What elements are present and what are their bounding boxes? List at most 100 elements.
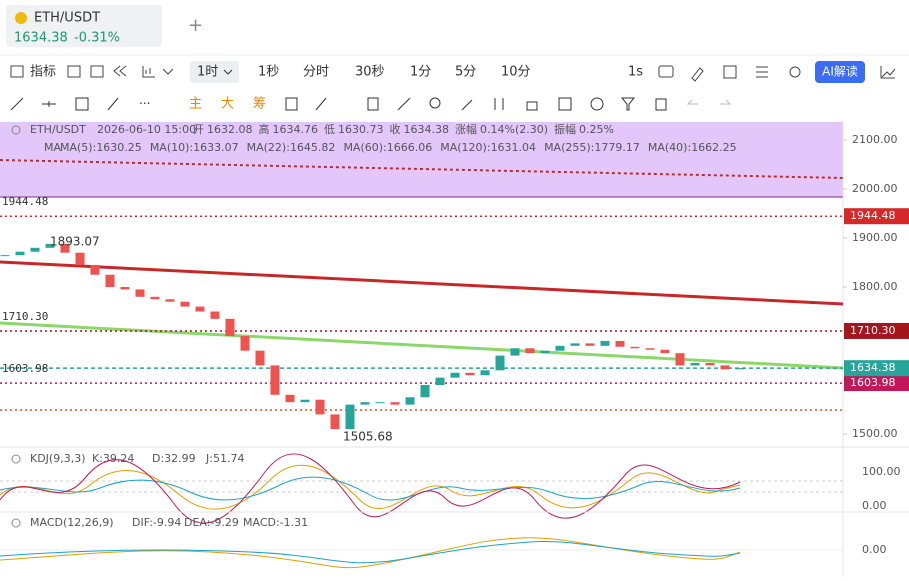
macd-dea: DEA:-9.29 (184, 516, 239, 529)
candle (60, 243, 70, 253)
speed[interactable]: 1s (628, 65, 643, 80)
kdj-j: J:51.74 (205, 452, 244, 465)
svg-text:···: ··· (139, 97, 150, 111)
interval[interactable]: 分时 (303, 65, 329, 80)
eye-icon[interactable] (11, 454, 21, 464)
candle (735, 368, 745, 370)
info-label: 收 (390, 122, 401, 136)
candle (195, 306, 205, 312)
candle (360, 402, 370, 405)
price-tag-label: 1634.38 (850, 361, 896, 374)
info-label: 高 (259, 122, 270, 136)
y-tick-label: 1500.00 (852, 427, 898, 440)
ai-button[interactable] (815, 61, 865, 83)
y-tick-label: 1800.00 (852, 280, 898, 293)
candle (180, 301, 190, 307)
candle (630, 346, 640, 349)
macd-macd: MACD:-1.31 (243, 516, 308, 529)
ma-value: 1631.04 (491, 141, 537, 154)
tool-text: 主 (189, 97, 202, 112)
interval[interactable]: 10分 (501, 65, 531, 80)
candle (720, 365, 730, 370)
candle (255, 350, 265, 366)
candle (420, 385, 430, 398)
info-symbol: ETH/USDT (30, 123, 86, 136)
highlight-zone (0, 122, 843, 197)
candle (645, 348, 655, 350)
trend-dashed (0, 159, 844, 179)
info-time: 2026-06-10 15:00 (97, 123, 196, 136)
indicators[interactable]: 指标 (30, 65, 56, 80)
ma-value: 1645.82 (290, 141, 336, 154)
kdj-wave (0, 476, 741, 501)
candle (135, 289, 145, 297)
tab-change: -0.31% (74, 31, 120, 46)
candle (375, 402, 385, 404)
line-label: 1603.98 (2, 362, 48, 375)
eye-icon[interactable] (11, 518, 21, 528)
eye-icon[interactable] (11, 125, 21, 135)
candle (345, 404, 355, 430)
ma-name: MA(10): (150, 141, 193, 154)
candle (450, 372, 460, 378)
candle (165, 299, 175, 302)
price-tag (844, 208, 909, 225)
interval[interactable]: 1分 (410, 65, 431, 80)
ma-name: MA(60): (343, 141, 386, 154)
ma-name: MA(22): (247, 141, 290, 154)
ma-value: 1666.06 (387, 141, 433, 154)
interval-selected[interactable] (190, 61, 239, 83)
candle (525, 348, 535, 354)
symbol-tab[interactable] (6, 5, 162, 47)
info-value: 0.14%(2.30) (480, 123, 548, 136)
ma-name: MA(40): (648, 141, 691, 154)
price-tag (844, 375, 909, 392)
kdj-wave (0, 453, 741, 524)
kdj-name: KDJ(9,3,3) (30, 452, 86, 465)
candle (480, 370, 490, 376)
high-label: 1893.07 (50, 234, 100, 248)
candle (150, 296, 160, 300)
ma-value: 1630.25 (96, 141, 142, 154)
interval[interactable]: 1秒 (258, 65, 279, 80)
price-tag-label: 1603.98 (850, 376, 896, 389)
interval[interactable]: 5分 (455, 65, 476, 80)
macd-dif: DIF:-9.94 (132, 516, 181, 529)
toolbar-icons (67, 65, 174, 78)
macd-name: MACD(12,26,9) (30, 516, 114, 529)
candle (405, 397, 415, 405)
candle (285, 394, 295, 403)
coin-icon (15, 12, 27, 24)
candle (690, 362, 700, 366)
tool-text: 筹 (253, 96, 266, 112)
kdj-tick: 100.00 (862, 465, 901, 478)
kdj-d: D:32.99 (152, 452, 196, 465)
ai-label: AI解读 (822, 65, 858, 79)
candle (0, 255, 10, 257)
kdj-tick: 0.00 (862, 499, 887, 512)
ma-value: 1779.17 (594, 141, 640, 154)
price-tag-label: 1710.30 (850, 324, 896, 337)
ma-label: MA (44, 141, 61, 154)
candle (270, 365, 280, 395)
add-tab[interactable]: + (188, 15, 203, 36)
candle (15, 251, 25, 256)
candle (705, 362, 715, 366)
macd-wave (0, 537, 741, 569)
candle (315, 399, 325, 415)
y-tick-label: 1900.00 (852, 231, 898, 244)
candle (660, 349, 670, 354)
interval[interactable]: 1时 (197, 65, 218, 80)
indicator-icon (10, 65, 24, 78)
interval[interactable]: 30秒 (355, 65, 385, 80)
candle (30, 247, 40, 252)
price-tag-label: 1944.48 (850, 209, 896, 222)
candle (225, 318, 235, 337)
candle (570, 343, 580, 346)
candle (600, 340, 610, 346)
candle (390, 402, 400, 405)
candle (495, 355, 505, 371)
info-value: 1630.73 (338, 123, 384, 136)
kdj-k: K:39.24 (92, 452, 134, 465)
